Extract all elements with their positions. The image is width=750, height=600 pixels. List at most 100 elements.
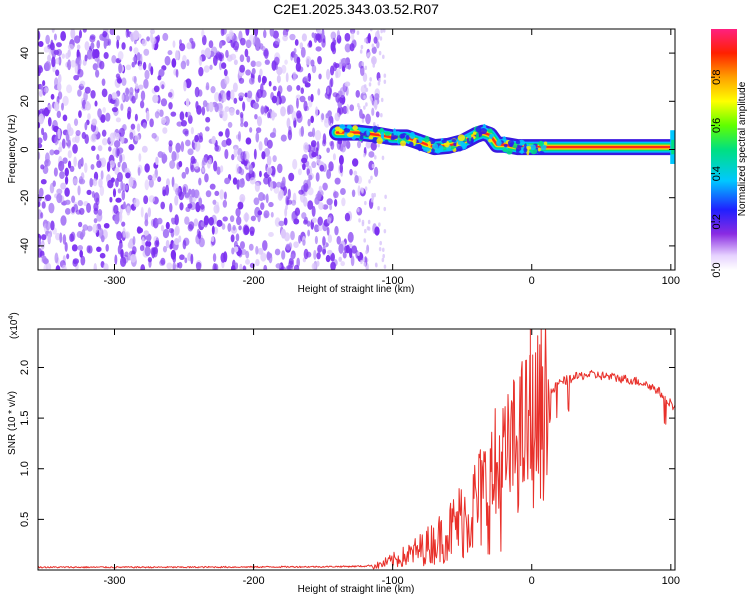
noise-blob — [253, 148, 257, 160]
snr-series — [38, 329, 675, 570]
noise-blob — [303, 182, 309, 193]
noise-blob — [55, 232, 61, 241]
noise-blob — [263, 264, 268, 270]
noise-blob — [310, 59, 315, 67]
noise-blob — [117, 161, 121, 168]
trace-blob — [470, 137, 474, 144]
noise-blob — [201, 29, 205, 38]
noise-blob — [111, 92, 118, 100]
trace-blob — [537, 147, 541, 152]
noise-blob — [300, 87, 305, 94]
signal-trace — [329, 123, 675, 164]
noise-blob — [148, 178, 154, 188]
noise-blob — [326, 68, 331, 80]
noise-blob — [38, 194, 42, 203]
noise-blob — [255, 127, 262, 133]
noise-blob — [361, 61, 365, 67]
noise-blob — [325, 254, 331, 263]
noise-blob — [53, 149, 60, 155]
noise-blob — [318, 185, 323, 192]
noise-blob — [244, 48, 249, 58]
noise-blob — [139, 244, 145, 252]
noise-blob — [225, 33, 231, 43]
noise-blob — [132, 56, 137, 62]
noise-blob — [239, 54, 245, 63]
noise-blob — [61, 264, 67, 270]
noise-blob — [93, 263, 97, 270]
trace-blob — [352, 125, 358, 131]
trace-blob — [438, 145, 444, 153]
noise-blob — [44, 194, 52, 202]
noise-blob — [160, 98, 168, 107]
trace-blob — [380, 131, 385, 138]
noise-blob — [377, 143, 380, 148]
noise-blob — [47, 104, 53, 111]
noise-blob — [78, 207, 85, 215]
noise-blob — [288, 257, 294, 266]
noise-blob — [205, 82, 210, 91]
noise-blob — [214, 144, 219, 152]
noise-blob — [303, 248, 309, 260]
noise-blob — [280, 266, 286, 270]
noise-blob — [260, 83, 264, 94]
trace-blob — [487, 128, 493, 134]
noise-blob — [284, 59, 288, 65]
noise-blob — [161, 153, 168, 163]
noise-blob — [220, 252, 226, 263]
noise-blob — [144, 69, 150, 80]
noise-blob — [223, 191, 227, 200]
top-y-tick-label: 0 — [19, 146, 31, 152]
noise-blob — [260, 252, 267, 262]
noise-blob — [129, 45, 133, 52]
noise-blob — [149, 118, 154, 128]
snr-scale-base: (x10 — [9, 319, 20, 339]
noise-blob — [40, 164, 45, 170]
noise-blob — [233, 59, 238, 66]
noise-blob — [41, 201, 46, 209]
noise-blob — [367, 219, 371, 225]
noise-blob — [50, 220, 55, 231]
noise-blob — [136, 226, 142, 234]
noise-blob — [334, 112, 340, 122]
noise-blob — [253, 29, 259, 37]
noise-blob — [249, 177, 256, 185]
noise-blob — [150, 66, 154, 76]
noise-blob — [38, 40, 44, 48]
noise-blob — [56, 193, 63, 204]
colorbar-label: Normalized spectral amplitude — [737, 81, 748, 216]
noise-blob — [365, 249, 368, 255]
noise-blob — [232, 82, 238, 93]
noise-blob — [274, 248, 281, 256]
trace-blob — [346, 124, 352, 129]
noise-blob — [317, 55, 322, 65]
noise-blob — [360, 44, 364, 50]
trace-blob — [334, 126, 341, 131]
noise-blob — [108, 146, 112, 152]
noise-blob — [100, 235, 105, 243]
noise-blob — [375, 111, 380, 118]
noise-blob — [327, 249, 333, 255]
noise-blob — [285, 204, 288, 211]
noise-blob — [311, 205, 316, 217]
noise-blob — [120, 248, 124, 259]
bottom-x-tick-label: -200 — [243, 575, 265, 587]
trace-blob — [479, 128, 488, 135]
noise-blob — [132, 235, 136, 246]
noise-blob — [218, 108, 224, 115]
noise-blob — [58, 160, 65, 172]
noise-blob — [136, 52, 141, 61]
noise-blob — [112, 131, 118, 139]
noise-blob — [359, 65, 365, 77]
noise-blob — [288, 172, 295, 182]
noise-blob — [190, 253, 194, 265]
noise-blob — [366, 226, 370, 231]
noise-blob — [157, 75, 162, 81]
noise-blob — [357, 207, 360, 213]
bottom-x-axis: -300 -200 -100 0 100 — [103, 329, 680, 587]
trace-blob — [409, 131, 416, 140]
noise-blob — [238, 225, 242, 231]
noise-blob — [91, 118, 98, 126]
noise-blob — [294, 207, 301, 216]
noise-blob — [77, 68, 84, 78]
noise-blob — [131, 61, 136, 68]
